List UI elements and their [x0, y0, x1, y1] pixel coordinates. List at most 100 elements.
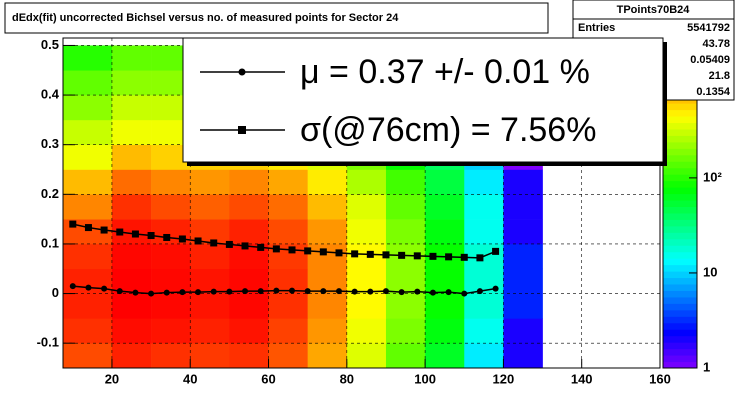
profile-point — [195, 289, 202, 296]
profile-point — [476, 254, 484, 262]
palette-step — [663, 245, 697, 253]
heat-cell — [425, 219, 465, 245]
palette-step — [663, 264, 697, 272]
heat-cell — [385, 219, 426, 245]
heat-cell — [346, 293, 387, 319]
heat-cell — [63, 95, 113, 121]
profile-point — [335, 249, 343, 257]
profile-point — [132, 289, 139, 296]
palette-step — [663, 148, 697, 156]
heat-cell — [151, 169, 191, 195]
y-tick-label: 0.5 — [41, 37, 59, 52]
profile-point — [116, 288, 123, 295]
palette-step — [663, 154, 697, 162]
palette-step — [663, 309, 697, 317]
heat-cell — [63, 243, 113, 270]
heat-cell — [346, 169, 387, 195]
profile-point — [226, 288, 233, 295]
profile-point — [366, 250, 374, 258]
z-tick-label: 1 — [703, 359, 710, 374]
heat-cell — [111, 70, 152, 96]
profile-point — [476, 288, 483, 295]
heat-cell — [229, 343, 269, 369]
heat-cell — [190, 243, 230, 270]
heat-cell — [111, 119, 152, 145]
heat-cell — [503, 243, 543, 270]
y-tick-label: -0.1 — [37, 335, 59, 350]
heat-cell — [111, 144, 152, 170]
stats-value: 21.8 — [709, 70, 730, 82]
heat-cell — [425, 169, 465, 195]
heat-cell — [190, 169, 230, 195]
profile-point — [319, 248, 327, 256]
palette-step — [663, 238, 697, 246]
stats-value: 5541792 — [687, 22, 730, 34]
profile-point — [461, 290, 468, 297]
heat-cell — [464, 318, 504, 344]
heat-cell — [111, 243, 152, 270]
heat-cell — [63, 144, 113, 170]
heat-cell — [63, 343, 113, 369]
palette-step — [663, 296, 697, 304]
palette-step — [663, 322, 697, 330]
profile-point — [413, 252, 421, 260]
profile-point — [257, 288, 264, 295]
profile-point — [445, 289, 452, 296]
heat-cell — [503, 293, 543, 319]
heat-cell — [307, 194, 348, 220]
profile-point — [289, 287, 296, 294]
heat-cell — [425, 318, 465, 344]
heat-cell — [229, 219, 269, 245]
heat-cell — [268, 293, 308, 319]
heat-cell — [151, 194, 191, 220]
y-tick-label: 0.3 — [41, 136, 59, 151]
heat-cell — [503, 343, 543, 369]
heat-cell — [346, 318, 387, 344]
profile-point — [492, 247, 500, 255]
profile-point — [460, 253, 468, 261]
heat-cell — [268, 343, 308, 369]
profile-point — [116, 228, 124, 236]
stats-value: 43.78 — [702, 38, 730, 50]
z-tick-label: 10² — [703, 169, 722, 184]
heat-cell — [268, 219, 308, 245]
heat-cell — [190, 318, 230, 344]
profile-point — [100, 226, 108, 234]
heat-cell — [268, 169, 308, 195]
palette-step — [663, 187, 697, 195]
profile-point — [273, 287, 280, 294]
heat-cell — [307, 343, 348, 369]
heat-cell — [307, 219, 348, 245]
profile-point — [351, 250, 359, 258]
z-tick-label: 10 — [703, 264, 717, 279]
profile-point — [147, 232, 155, 240]
profile-point — [131, 230, 139, 238]
palette-step — [663, 161, 697, 169]
palette-step — [663, 271, 697, 279]
profile-point — [414, 288, 421, 295]
heat-cell — [151, 343, 191, 369]
y-tick-label: 0.4 — [41, 87, 60, 102]
heat-cell — [190, 194, 230, 220]
legend-label: σ(@76cm) = 7.56% — [300, 111, 596, 149]
heat-cell — [503, 268, 543, 294]
palette-step — [663, 232, 697, 240]
palette-step — [663, 303, 697, 311]
heat-cell — [229, 318, 269, 344]
heat-cell — [63, 169, 113, 195]
palette-step — [663, 355, 697, 363]
heat-cell — [385, 343, 426, 369]
palette-step — [663, 290, 697, 298]
heat-cell — [111, 169, 152, 195]
palette-step — [663, 361, 697, 369]
heat-cell — [385, 318, 426, 344]
stats-value: 0.1354 — [696, 86, 731, 98]
heat-cell — [307, 293, 348, 319]
heat-cell — [63, 119, 113, 145]
profile-point — [101, 285, 108, 292]
y-tick-label: 0 — [52, 285, 59, 300]
x-tick-label: 120 — [493, 371, 515, 386]
stats-name: TPoints70B24 — [617, 4, 691, 16]
profile-point — [210, 239, 218, 247]
